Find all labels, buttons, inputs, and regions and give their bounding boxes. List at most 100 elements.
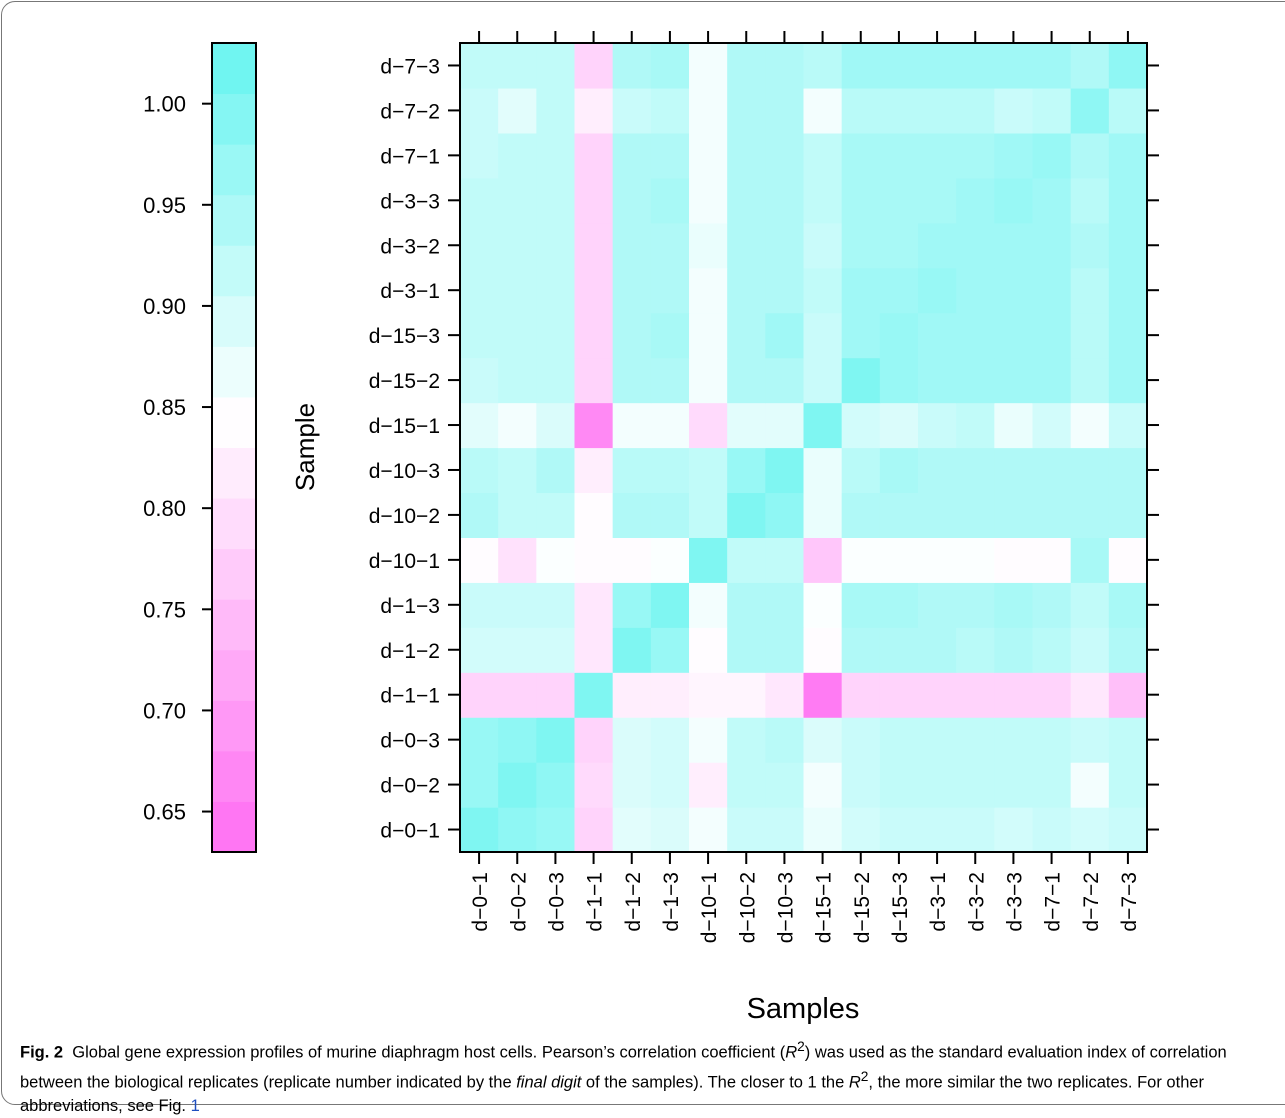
heatmap-cell <box>498 807 537 853</box>
heatmap-cell <box>1108 447 1148 494</box>
heatmap-cell <box>727 132 766 179</box>
heatmap-cell <box>879 357 919 404</box>
heatmap-cell <box>994 717 1034 763</box>
heatmap-cell <box>994 43 1034 89</box>
heatmap-cells <box>460 43 1148 853</box>
heatmap-cell <box>536 43 576 89</box>
heatmap-cell <box>765 627 805 673</box>
heatmap-cell <box>460 762 499 808</box>
heatmap-cell <box>727 807 766 853</box>
heatmap-cell <box>574 627 614 673</box>
heatmap-cell <box>1108 537 1148 583</box>
colorbar-tick-label: 0.80 <box>143 496 186 521</box>
colorbar-band <box>212 295 256 347</box>
heatmap-cell <box>956 402 995 449</box>
heatmap-cell <box>956 492 995 538</box>
heatmap-cell <box>765 267 805 314</box>
heatmap-cell <box>1108 717 1148 763</box>
colorbar-tick-label: 0.65 <box>143 800 186 825</box>
heatmap-cell <box>498 447 537 494</box>
heatmap-cell <box>841 402 881 449</box>
heatmap-cell <box>765 672 805 718</box>
heatmap-cell <box>650 132 690 179</box>
heatmap-cell <box>803 402 843 449</box>
heatmap-cell <box>460 267 499 314</box>
x-tick-label: d−7−1 <box>1042 872 1065 932</box>
heatmap-cell <box>574 312 614 359</box>
figure-caption: Fig. 2 Global gene expression profiles o… <box>20 1035 1270 1118</box>
heatmap-cell <box>918 267 957 314</box>
x-tick-label: d−3−1 <box>927 872 950 932</box>
heatmap-cell <box>803 672 843 718</box>
colorbar-band <box>212 144 256 196</box>
heatmap-cell <box>918 132 957 179</box>
heatmap-cell <box>765 582 805 628</box>
heatmap-cell <box>841 132 881 179</box>
heatmap-cell <box>689 402 728 449</box>
heatmap-cell <box>650 357 690 404</box>
heatmap-cell <box>574 492 614 538</box>
caption-text-2: ) was used as the standard evaluation in… <box>20 1043 1227 1092</box>
heatmap-cell <box>994 312 1034 359</box>
heatmap-cell <box>765 87 805 134</box>
heatmap-cell <box>879 43 919 89</box>
y-tick-label: d−15−2 <box>369 370 440 393</box>
x-tick-label: d−0−2 <box>507 872 530 932</box>
heatmap-cell <box>956 627 995 673</box>
heatmap-cell <box>536 807 576 853</box>
heatmap-cell <box>918 357 957 404</box>
heatmap-cell <box>1108 492 1148 538</box>
heatmap-cell <box>841 582 881 628</box>
x-tick-labels: d−0−1 d−0−2 d−0−3 d−1−1 d−1−2 d−1−3 d−10−1 d−10… <box>469 872 1141 943</box>
heatmap-cell <box>460 132 499 179</box>
heatmap-cell <box>1032 312 1072 359</box>
heatmap-cell <box>498 357 537 404</box>
y-tick-label: d−1−1 <box>380 685 440 708</box>
heatmap-cell <box>498 762 537 808</box>
heatmap-cell <box>918 177 957 224</box>
heatmap-cell <box>1032 447 1072 494</box>
x-tick-label: d−7−3 <box>1118 872 1141 932</box>
caption-figure-link[interactable]: 1 <box>190 1097 200 1115</box>
x-tick-label: d−10−1 <box>698 872 721 943</box>
heatmap-cell <box>956 177 995 224</box>
heatmap-cell <box>650 87 690 134</box>
heatmap-cell <box>994 177 1034 224</box>
heatmap-cell <box>956 132 995 179</box>
heatmap-cell <box>536 492 576 538</box>
heatmap-cell <box>498 402 537 449</box>
heatmap-cell <box>879 672 919 718</box>
x-axis-label: Samples <box>747 993 860 1025</box>
heatmap-cell <box>1070 177 1110 224</box>
heatmap-cell <box>1032 807 1072 853</box>
x-tick-label: d−1−3 <box>660 872 683 932</box>
heatmap-cell <box>765 222 805 269</box>
heatmap-cell <box>536 357 576 404</box>
heatmap-cell <box>841 357 881 404</box>
heatmap-cell <box>765 312 805 359</box>
x-tick-label: d−10−2 <box>736 872 759 943</box>
heatmap-cell <box>689 357 728 404</box>
colorbar-band <box>212 396 256 448</box>
heatmap-cell <box>650 312 690 359</box>
heatmap-cell <box>727 717 766 763</box>
heatmap-cell <box>727 177 766 224</box>
heatmap-cell <box>765 447 805 494</box>
heatmap-cell <box>1032 357 1072 404</box>
heatmap-cell <box>574 762 614 808</box>
heatmap-cell <box>1032 492 1072 538</box>
heatmap-cell <box>956 267 995 314</box>
heatmap-cell <box>612 492 652 538</box>
heatmap-cell <box>1070 492 1110 538</box>
y-tick-label: d−15−3 <box>369 325 440 348</box>
y-axis-label: Sample <box>290 403 320 491</box>
x-tick-label: d−1−2 <box>622 872 645 932</box>
heatmap-cell <box>841 672 881 718</box>
heatmap-cell <box>803 807 843 853</box>
heatmap-cell <box>574 582 614 628</box>
heatmap-cell <box>612 762 652 808</box>
heatmap-cell <box>879 447 919 494</box>
heatmap-cell <box>994 267 1034 314</box>
heatmap-cell <box>803 177 843 224</box>
caption-text-1: Global gene expression profiles of murin… <box>72 1043 786 1062</box>
